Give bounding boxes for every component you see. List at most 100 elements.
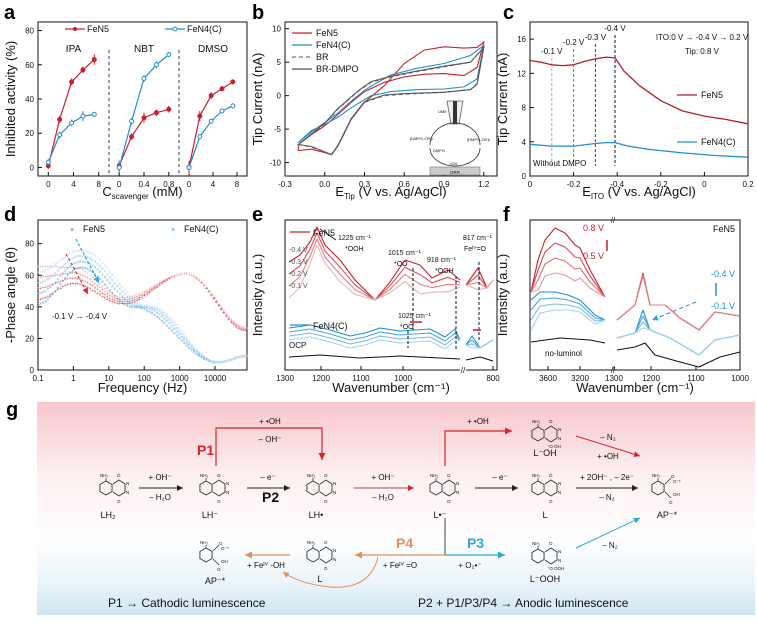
atom-label: N: [558, 558, 561, 563]
fen5-data-point: +: [103, 287, 106, 293]
series-line-fen5: [529, 56, 749, 125]
fen5-data-point: +: [91, 288, 94, 294]
ume-electrode: [453, 101, 457, 124]
inset-label: [DMPO-OH]•: [410, 136, 434, 141]
fen5-data-point: +: [56, 280, 59, 286]
fen4c-data-point: ×: [173, 331, 176, 337]
fen5-data-point: +: [131, 296, 134, 302]
fen5-data-point: +: [213, 296, 216, 302]
fen4c-data-point: ×: [101, 280, 104, 286]
fen4c-data-point: ×: [163, 316, 166, 322]
atom-label: O⁻*: [221, 546, 229, 551]
fen5-data-point: +: [190, 273, 193, 279]
fen5-data-point: +: [210, 292, 213, 298]
fen5-data-point: +: [136, 296, 139, 302]
benzene-ring: [651, 480, 665, 496]
fen5-data-point: +: [185, 272, 188, 278]
pathway-label-p3: P3: [467, 535, 484, 551]
fen4c-data-point: ×: [237, 355, 240, 361]
group-label-dmso: DMSO: [198, 44, 228, 55]
fen5-spectrum: [288, 238, 461, 301]
fen5-data-point: +: [84, 279, 87, 285]
x-tick-label: 3600: [539, 374, 557, 383]
fen5-data-point: +: [74, 281, 77, 287]
fen5-data-point: +: [44, 264, 47, 270]
fen5-data-point: +: [113, 293, 116, 299]
scheme-background: [37, 402, 755, 615]
fen5-data-point: +: [54, 289, 57, 295]
species-label-l-bottom: L: [317, 574, 322, 584]
fen4c-data-point: ×: [136, 305, 139, 311]
fen5-data-point: +: [138, 291, 141, 297]
species-label-ap-bottom: AP⁻*: [205, 576, 226, 586]
atom-label: O: [671, 474, 675, 479]
fen5-data-point: +: [235, 322, 238, 328]
potential-marker-label: -0.2 V: [563, 38, 585, 47]
fen4c-data-point: ×: [118, 299, 121, 305]
data-point: [129, 118, 135, 124]
fen5-data-point: +: [160, 280, 163, 286]
x-axis-label: Wavenumber (cm⁻¹): [332, 380, 450, 395]
fen4c-data-point: ×: [37, 291, 40, 297]
fen4c-data-point: ×: [240, 354, 243, 360]
fen5-data-point: +: [180, 272, 183, 278]
fen4c-data-point: ×: [111, 291, 114, 297]
fen5-data-point: +: [86, 280, 89, 286]
fen4c-data-point: ×: [103, 263, 106, 269]
fen4c-data-point: ×: [220, 360, 223, 366]
fen5-data-point: +: [128, 301, 131, 307]
fen5-data-point: +: [146, 288, 149, 294]
annotation-wavenumber: 1225 cm⁻¹: [338, 235, 372, 242]
y-tick-label: 8: [522, 104, 527, 113]
fen5-data-point: +: [158, 282, 161, 288]
fen5-data-point: +: [51, 264, 54, 270]
species-label-lh-minus: LH⁻: [202, 510, 219, 520]
fen4c-data-point: ×: [103, 283, 106, 289]
fen5-data-point: +: [222, 311, 225, 317]
x-tick-label: 0.4: [138, 180, 150, 189]
panel-label-c: c: [503, 2, 514, 24]
atom-label: N: [558, 436, 561, 441]
legend-label: BR-DMPO: [316, 64, 359, 74]
fen5-data-point: +: [81, 283, 84, 289]
fen4c-data-point: ×: [64, 262, 67, 268]
potential-label: -0.2 V: [289, 271, 308, 278]
fen5-data-point: +: [118, 299, 121, 305]
y-tick-label: 10: [272, 25, 281, 34]
fen5-data-point: +: [113, 298, 116, 304]
atom-label: N: [126, 481, 129, 486]
fen5-data-point: +: [76, 271, 79, 277]
fen4c-data-point: ×: [96, 262, 99, 268]
fen4c-data-point: ×: [232, 356, 235, 362]
panel-label-b: b: [252, 2, 264, 24]
x-tick-label: 0.1: [32, 374, 44, 383]
fen4c-data-point: ×: [51, 292, 54, 298]
fen5-data-point: +: [56, 265, 59, 271]
fen5-data-point: +: [230, 320, 233, 326]
fen4c-data-point: ×: [51, 264, 54, 270]
pathway-label-p4: P4: [396, 535, 413, 551]
panel-e-ir-spectra-chart: // 1300 1200 1100 1000 800 Intensity (a.u.) Wav…: [250, 219, 500, 395]
fen4c-data-point: ×: [111, 284, 114, 290]
fen5-data-point: +: [54, 281, 57, 287]
fen4c-data-point: ×: [98, 277, 101, 283]
fen4c-data-point: ×: [242, 354, 245, 360]
x-tick-label: 1200: [642, 374, 660, 383]
fen4c-data-point: ×: [217, 360, 220, 366]
fen4c-data-point: ×: [242, 354, 245, 360]
x-tick-label: 4: [71, 180, 76, 189]
fen4c-data-point: ×: [94, 254, 97, 260]
fen5-data-point: +: [51, 273, 54, 279]
y-tick-label: 40: [25, 303, 34, 312]
fen5-data-point: +: [96, 283, 99, 289]
fen5-data-point: +: [165, 277, 168, 283]
fen4c-data-point: ×: [103, 269, 106, 275]
fen5-data-point: +: [235, 321, 238, 327]
fen5-data-point: +: [51, 282, 54, 288]
fen4c-data-point: ×: [79, 254, 82, 260]
fen5-data-point: +: [61, 284, 64, 290]
fen5-data-point: +: [94, 281, 97, 287]
data-point: [208, 93, 214, 99]
fen5-data-point: +: [39, 264, 42, 270]
